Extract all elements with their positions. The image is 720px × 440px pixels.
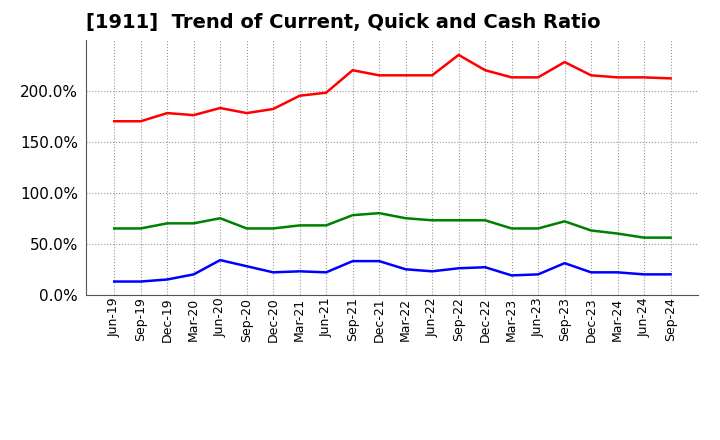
Quick Ratio xyxy=(216,216,225,221)
Quick Ratio xyxy=(295,223,304,228)
Cash Ratio xyxy=(375,258,384,264)
Legend: Current Ratio, Quick Ratio, Cash Ratio: Current Ratio, Quick Ratio, Cash Ratio xyxy=(125,435,660,440)
Current Ratio xyxy=(189,113,198,118)
Quick Ratio xyxy=(613,231,622,236)
Current Ratio xyxy=(508,75,516,80)
Cash Ratio xyxy=(216,257,225,263)
Current Ratio xyxy=(560,59,569,65)
Quick Ratio xyxy=(136,226,145,231)
Quick Ratio xyxy=(375,210,384,216)
Quick Ratio xyxy=(189,221,198,226)
Line: Quick Ratio: Quick Ratio xyxy=(114,213,670,238)
Current Ratio xyxy=(322,90,330,95)
Cash Ratio xyxy=(295,269,304,274)
Cash Ratio xyxy=(428,269,436,274)
Cash Ratio xyxy=(587,270,595,275)
Current Ratio xyxy=(640,75,649,80)
Current Ratio xyxy=(428,73,436,78)
Quick Ratio xyxy=(508,226,516,231)
Cash Ratio xyxy=(189,272,198,277)
Cash Ratio xyxy=(560,260,569,266)
Cash Ratio xyxy=(136,279,145,284)
Cash Ratio xyxy=(348,258,357,264)
Quick Ratio xyxy=(110,226,119,231)
Quick Ratio xyxy=(269,226,277,231)
Current Ratio xyxy=(269,106,277,112)
Quick Ratio xyxy=(666,235,675,240)
Cash Ratio xyxy=(613,270,622,275)
Quick Ratio xyxy=(454,218,463,223)
Quick Ratio xyxy=(163,221,171,226)
Quick Ratio xyxy=(560,219,569,224)
Cash Ratio xyxy=(269,270,277,275)
Current Ratio xyxy=(136,119,145,124)
Current Ratio xyxy=(216,105,225,110)
Cash Ratio xyxy=(481,264,490,270)
Cash Ratio xyxy=(163,277,171,282)
Current Ratio xyxy=(110,119,119,124)
Current Ratio xyxy=(401,73,410,78)
Current Ratio xyxy=(348,68,357,73)
Quick Ratio xyxy=(587,228,595,233)
Quick Ratio xyxy=(481,218,490,223)
Quick Ratio xyxy=(322,223,330,228)
Current Ratio xyxy=(163,110,171,116)
Current Ratio xyxy=(481,68,490,73)
Cash Ratio xyxy=(454,266,463,271)
Line: Current Ratio: Current Ratio xyxy=(114,55,670,121)
Current Ratio xyxy=(613,75,622,80)
Cash Ratio xyxy=(322,270,330,275)
Cash Ratio xyxy=(640,272,649,277)
Current Ratio xyxy=(375,73,384,78)
Quick Ratio xyxy=(428,218,436,223)
Cash Ratio xyxy=(401,267,410,272)
Cash Ratio xyxy=(243,264,251,269)
Quick Ratio xyxy=(640,235,649,240)
Cash Ratio xyxy=(534,272,542,277)
Line: Cash Ratio: Cash Ratio xyxy=(114,260,670,282)
Cash Ratio xyxy=(666,272,675,277)
Quick Ratio xyxy=(534,226,542,231)
Cash Ratio xyxy=(508,273,516,278)
Current Ratio xyxy=(454,52,463,58)
Cash Ratio xyxy=(110,279,119,284)
Quick Ratio xyxy=(348,213,357,218)
Current Ratio xyxy=(243,110,251,116)
Quick Ratio xyxy=(243,226,251,231)
Current Ratio xyxy=(587,73,595,78)
Text: [1911]  Trend of Current, Quick and Cash Ratio: [1911] Trend of Current, Quick and Cash … xyxy=(86,14,601,33)
Quick Ratio xyxy=(401,216,410,221)
Current Ratio xyxy=(295,93,304,99)
Current Ratio xyxy=(666,76,675,81)
Current Ratio xyxy=(534,75,542,80)
